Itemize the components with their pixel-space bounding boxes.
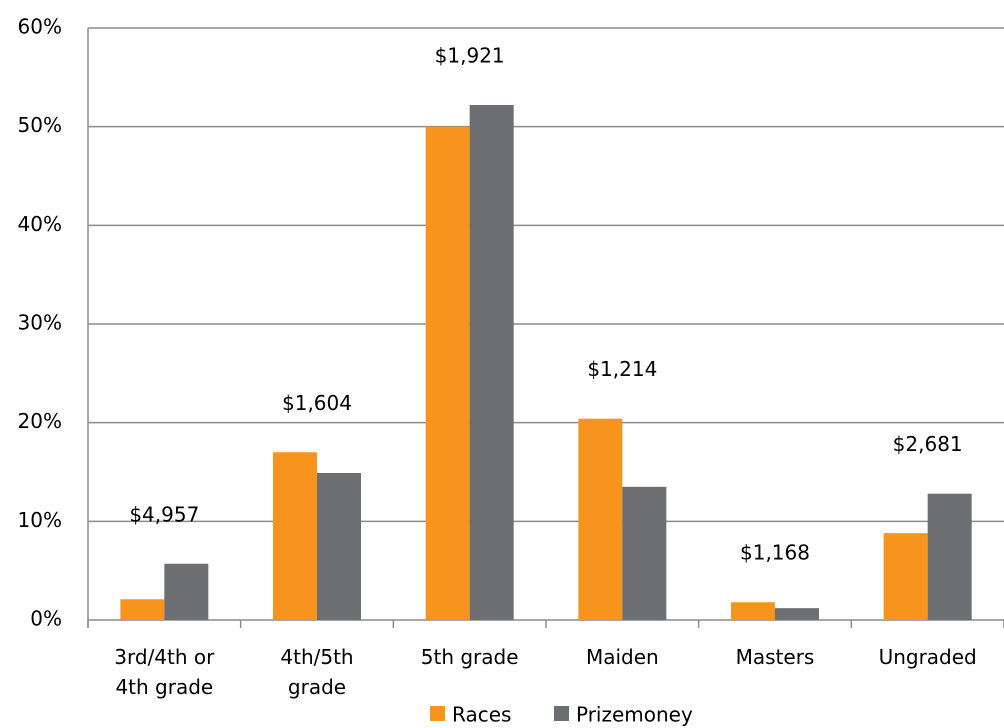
x-tick-label: 5th grade [420,645,519,669]
bar [425,126,470,621]
x-tick-label: 4th/5th grade [280,645,354,699]
bar [731,602,775,620]
annotation: $1,214 [587,357,657,381]
bar [927,493,972,620]
bar [622,486,667,620]
x-tick-label: Masters [735,645,815,669]
x-tick-label: Maiden [585,645,659,669]
annotation: $1,604 [282,391,352,415]
y-tick-label: 10% [18,508,62,532]
y-tick-label: 0% [30,607,62,631]
y-tick-label: 20% [18,409,62,433]
bar [273,452,317,620]
legend-label: Prizemoney [576,703,693,727]
bar [164,563,209,620]
bar [469,104,514,620]
y-tick-label: 40% [18,212,62,236]
legend-swatch [430,706,445,721]
bar [775,608,819,620]
x-tick-label: Ungraded [878,645,977,669]
legend-swatch [554,706,569,721]
annotation: $4,957 [129,502,199,526]
x-tick-label: 3rd/4th or 4th grade [114,645,215,699]
annotation: $2,681 [893,432,963,456]
bar [317,472,361,620]
legend-label: Races [452,703,511,727]
y-tick-label: 50% [18,113,62,137]
annotation: $1,921 [435,43,505,67]
bar [578,418,623,620]
y-tick-label: 60% [18,15,62,39]
annotation: $1,168 [740,541,810,565]
bar [883,533,928,620]
bar [120,599,165,620]
y-tick-label: 30% [18,311,62,335]
